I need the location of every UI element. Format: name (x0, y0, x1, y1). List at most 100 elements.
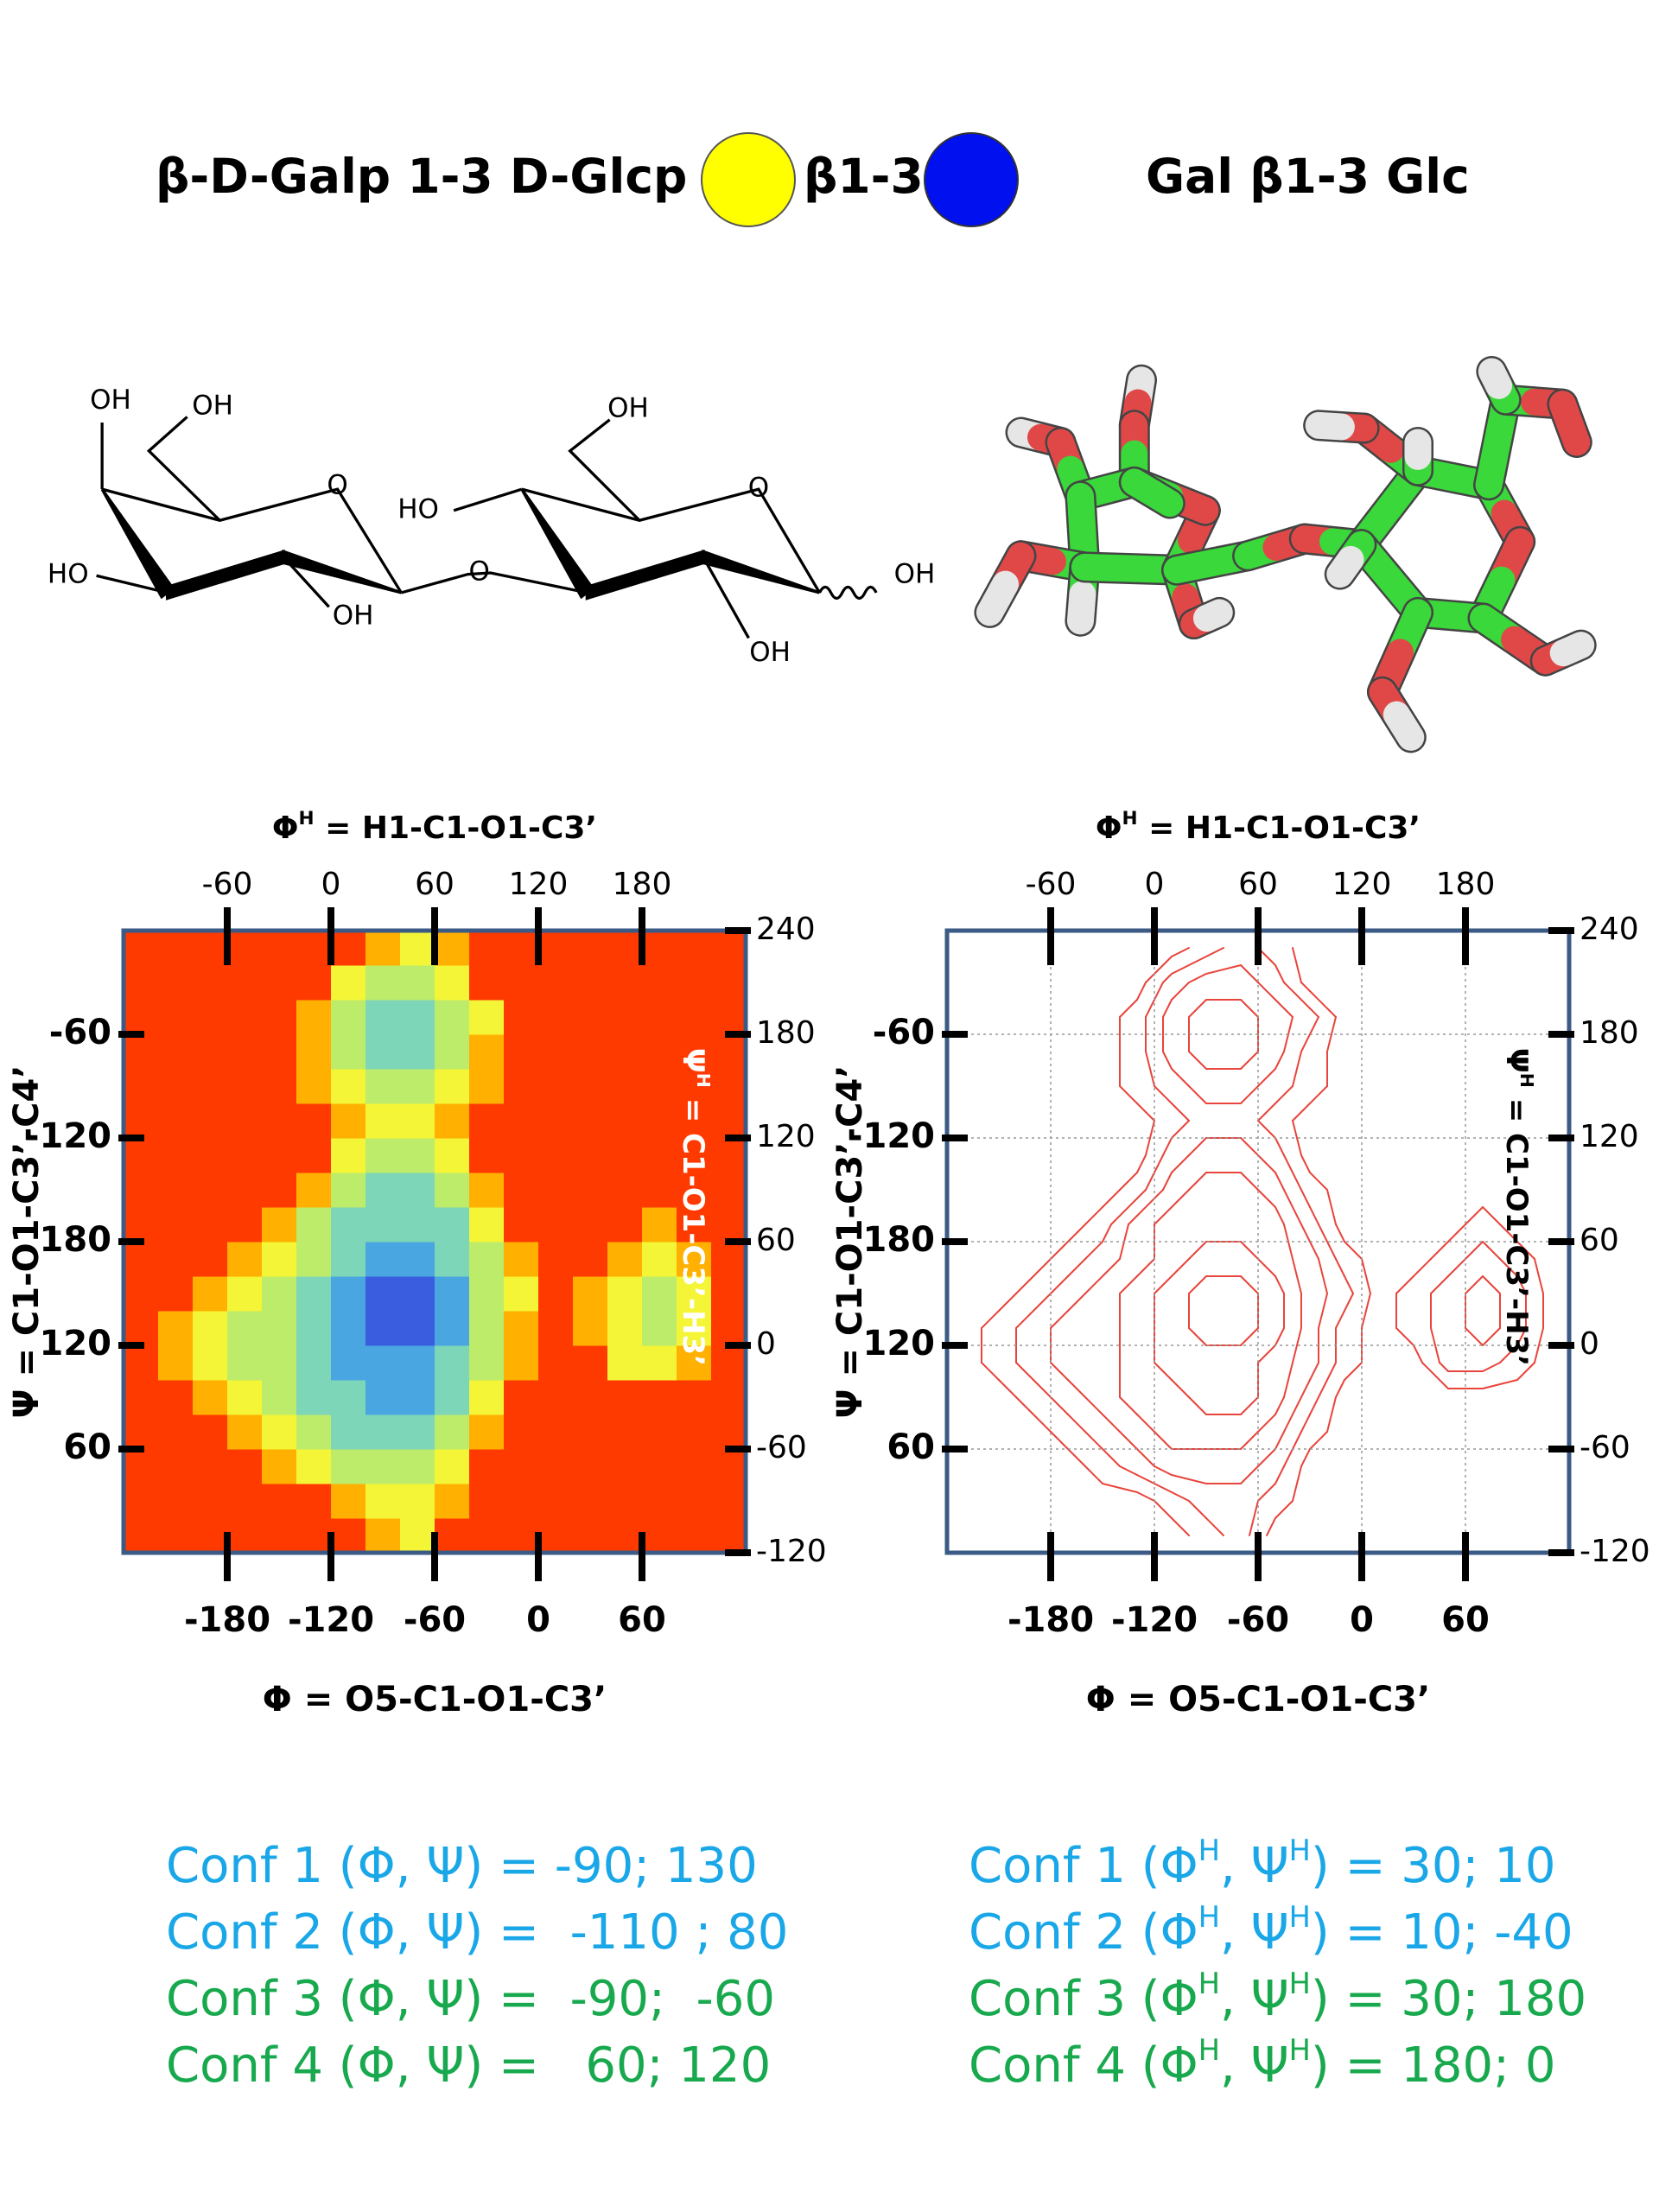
contour-segment (1067, 1414, 1086, 1433)
heat-cell (538, 1345, 574, 1381)
heat-cell (469, 1449, 505, 1484)
heat-cell (607, 1518, 643, 1553)
heat-cell (677, 965, 712, 1001)
heat-cell (331, 1034, 366, 1070)
heat-cell (124, 1380, 159, 1415)
heat-cell (400, 1173, 435, 1208)
heat-cell (158, 1173, 194, 1208)
text-part: H (1198, 1834, 1220, 1867)
heat-cell (435, 1449, 470, 1484)
contour-segment (1171, 1258, 1190, 1277)
contour-segment (1145, 1051, 1155, 1087)
heat-cell (400, 1069, 435, 1104)
heat-cell (227, 1518, 263, 1553)
contour-segment (1084, 1465, 1103, 1484)
bond-half (1549, 632, 1595, 667)
heat-cell (435, 1138, 470, 1173)
contour-segment (1171, 1517, 1190, 1536)
heat-cell (607, 1449, 643, 1484)
heat-cell (193, 1173, 228, 1208)
heat-cell (607, 1138, 643, 1173)
heat-cell (193, 1034, 228, 1070)
heat-cell (642, 1069, 677, 1104)
heat-cell (538, 1414, 574, 1450)
heat-cell (158, 931, 194, 966)
heat-cell (400, 931, 435, 966)
bond (521, 487, 821, 594)
heat-cell (262, 1173, 297, 1208)
heat-cell (227, 1311, 263, 1346)
contour-segment (1188, 1172, 1207, 1191)
contour-segment (1430, 1241, 1449, 1260)
heat-cell (469, 1380, 505, 1415)
heat-cell (435, 1242, 470, 1277)
y2-tick-label: -60 (1580, 1430, 1630, 1465)
heat-cell (400, 1138, 435, 1173)
contour-segment (1283, 1362, 1294, 1398)
contour-segment (1395, 1327, 1414, 1346)
heat-cell (642, 1207, 677, 1243)
contour-segment (1309, 1431, 1328, 1450)
heat-cell (331, 1138, 366, 1173)
x2-tick-label: 0 (1145, 867, 1165, 902)
contour-segment (1240, 1396, 1259, 1415)
heat-cell (642, 1242, 677, 1277)
contour-segment (1465, 1241, 1484, 1260)
heat-cell (193, 1518, 228, 1553)
contour-segment (1413, 1258, 1432, 1277)
contour-segment (1154, 1431, 1173, 1450)
heat-cell (677, 931, 712, 966)
contour-segment (1283, 982, 1311, 1009)
heat-cell (227, 1000, 263, 1035)
contour-segment (1154, 1085, 1173, 1104)
heat-cell (365, 1103, 401, 1139)
x2-tick-label: -60 (1026, 867, 1077, 902)
heat-cell (607, 1311, 643, 1346)
y2-tick-label: 120 (756, 1119, 816, 1154)
heat-cell (193, 1242, 228, 1277)
text-part: Φ (1096, 810, 1122, 846)
heat-cell (262, 1380, 297, 1415)
heat-cell (642, 1103, 677, 1139)
heat-cell (227, 1103, 263, 1139)
heat-cell (677, 1345, 712, 1381)
x2-tick-label: 60 (1238, 867, 1278, 902)
heat-cell (193, 1207, 228, 1243)
contour-segment (1067, 1448, 1086, 1467)
heat-cell (504, 1518, 539, 1553)
heat-cell (538, 1069, 574, 1104)
heat-cell (193, 1414, 228, 1450)
x-tick-label: 60 (618, 1600, 666, 1640)
contour-segment (1240, 1327, 1259, 1346)
contour-segment (1257, 1120, 1276, 1139)
heat-cell (573, 931, 608, 966)
contour-segment (1274, 964, 1285, 983)
heat-cell (469, 965, 505, 1001)
heat-cell (642, 1173, 677, 1208)
heat-cell (677, 1484, 712, 1519)
heat-cell (573, 1484, 608, 1519)
heat-cell (193, 1449, 228, 1484)
y-tick-label: 120 (863, 1324, 936, 1363)
heat-cell (158, 1034, 194, 1070)
contour-segment (1274, 1500, 1294, 1519)
bond-half (1478, 358, 1513, 399)
heat-cell (711, 1103, 746, 1139)
heat-cell (538, 1311, 574, 1346)
contour-segment (1067, 1258, 1086, 1277)
bond (453, 487, 523, 512)
contour-segment (1102, 1224, 1112, 1243)
heat-cell (435, 1207, 470, 1243)
contour-segment (1102, 1258, 1121, 1277)
heat-cell (538, 1173, 574, 1208)
contour-segment (1499, 1224, 1518, 1243)
heat-cell (227, 1414, 263, 1450)
contour-segment (1119, 1275, 1138, 1294)
heat-cell (642, 1000, 677, 1035)
heat-cell (296, 1518, 332, 1553)
contour-segment (1240, 1275, 1259, 1294)
heat-cell (435, 1414, 470, 1450)
heat-cell (158, 1000, 194, 1035)
heat-cell (365, 1000, 401, 1035)
heat-cell (262, 931, 297, 966)
